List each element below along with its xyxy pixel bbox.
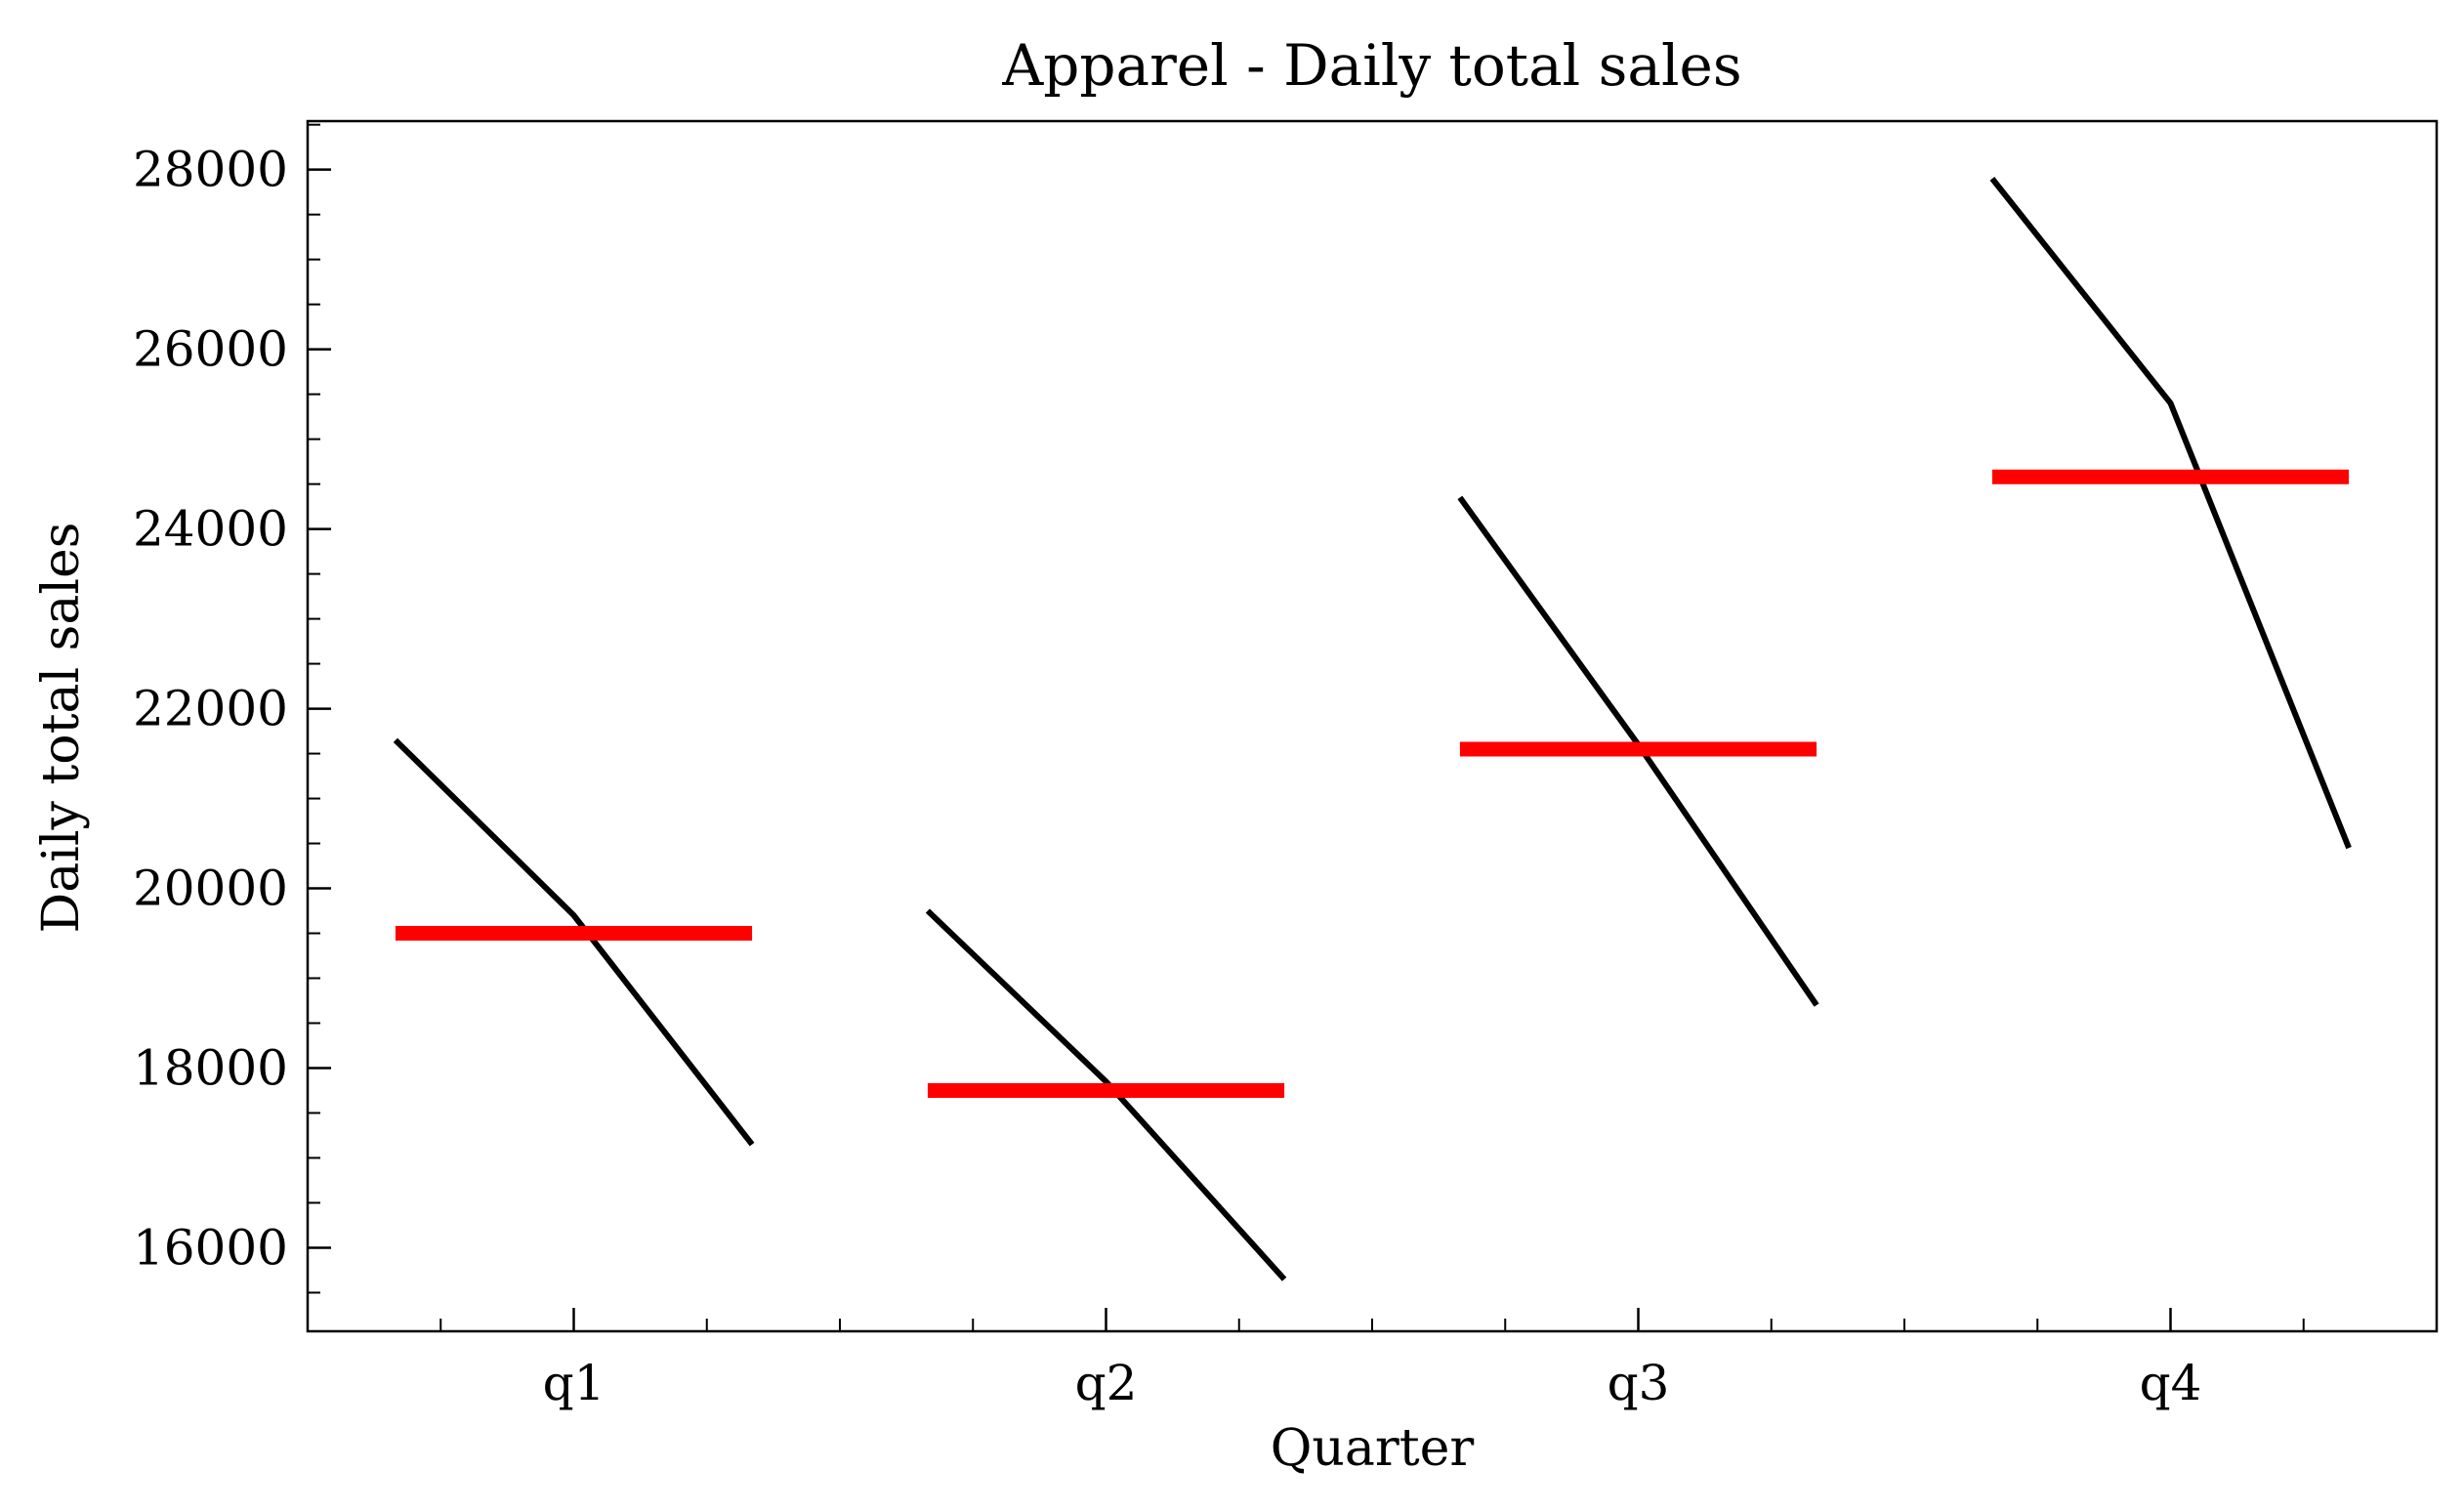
plot-area [393,177,2352,1281]
series-line-q2 [925,908,1287,1281]
y-tick-label: 20000 [133,860,288,917]
y-tick-label: 22000 [133,681,288,737]
x-tick-label: q3 [1608,1355,1670,1411]
series-line-q4 [1989,177,2352,850]
x-tick-label: q2 [1075,1355,1138,1411]
y-tick-label: 24000 [133,501,288,558]
series-line-q1 [393,737,755,1147]
plot-frame [306,119,2439,1333]
y-tick-label: 28000 [133,142,288,198]
y-tick-label: 18000 [133,1039,288,1096]
chart-title: Apparel - Daily total sales [1001,32,1741,99]
y-tick-label: 16000 [133,1219,288,1276]
x-axis-label: Quarter [1271,1419,1475,1478]
y-axis-label: Daily total sales [32,523,91,934]
x-tick-label: q1 [543,1355,606,1411]
y-tick-label: 26000 [133,321,288,378]
y-axis: 16000 18000 20000 22000 24000 26000 28000 [133,123,331,1294]
x-axis: q1 q2 q3 q4 [439,1308,2438,1411]
x-tick-label: q4 [2140,1355,2202,1411]
